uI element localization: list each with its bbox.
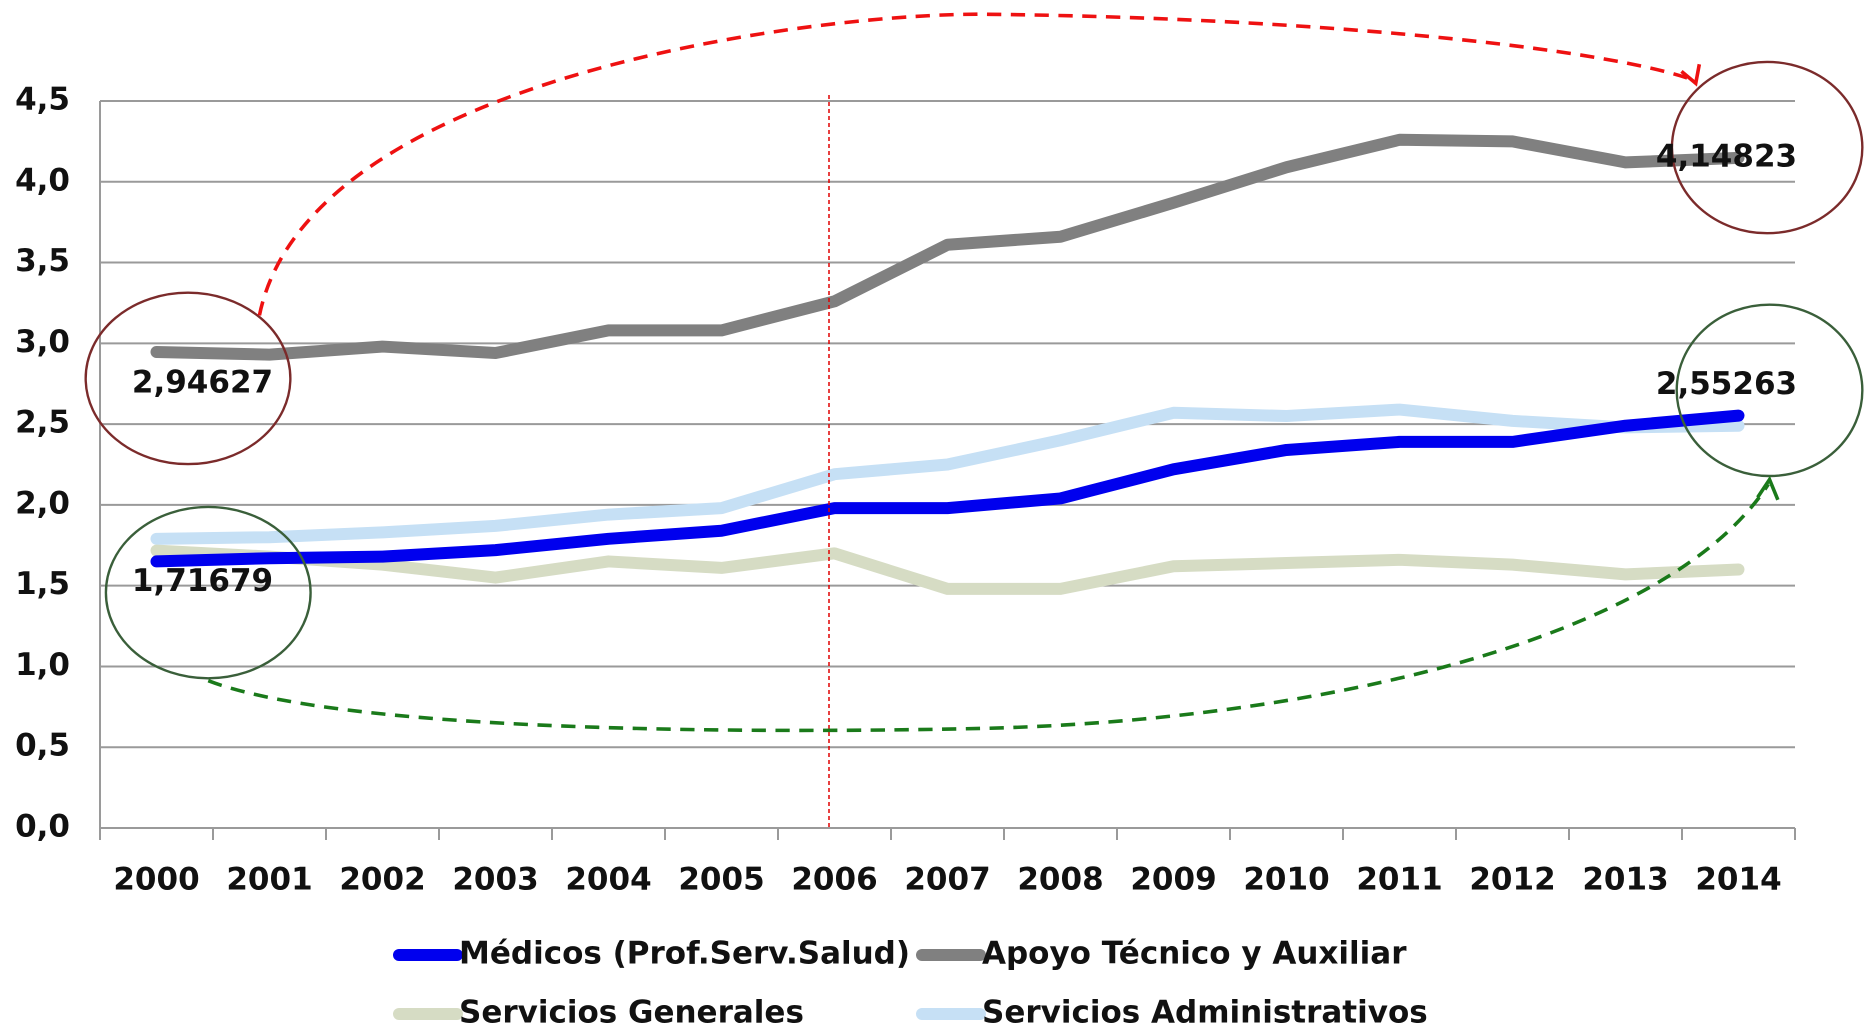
x-tick-label: 2009	[1130, 862, 1216, 898]
x-tick-label: 2011	[1356, 862, 1442, 898]
x-tick-label: 2012	[1469, 862, 1555, 898]
x-tick-label: 2007	[904, 862, 990, 898]
series-line	[150, 403, 1745, 545]
series-line	[150, 133, 1745, 361]
grid: 0,0 0,5 1,0 1,5 2,0 2,5 3,0 3,5 4,0 4,5 2000 2001 20…	[15, 82, 1796, 898]
highlight-ellipse	[1670, 60, 1864, 235]
y-tick-label: 2,0	[15, 485, 70, 521]
x-tick-label: 2010	[1243, 862, 1329, 898]
y-tick-label: 0,0	[15, 809, 70, 845]
legend-label: Médicos (Prof.Serv.Salud)	[459, 936, 910, 972]
x-tick-label: 2000	[113, 862, 199, 898]
series-line	[150, 544, 1745, 595]
labels: 1,71679 2,55263 2,94627 4,14823	[132, 138, 1797, 599]
data-label: 1,71679	[132, 563, 273, 599]
highlight-ellipse	[104, 505, 312, 680]
data-label: 2,55263	[1656, 366, 1797, 402]
arrow	[207, 483, 1770, 733]
x-tick-label: 2004	[565, 862, 651, 898]
y-tick-label: 3,0	[15, 324, 70, 360]
highlight-ellipse	[84, 291, 292, 466]
y-tick-label: 3,5	[15, 243, 70, 279]
x-tick-label: 2008	[1017, 862, 1103, 898]
y-tick-label: 1,0	[15, 647, 70, 683]
legend-label: Servicios Generales	[459, 995, 804, 1030]
x-tick-label: 2006	[791, 862, 877, 898]
x-tick-label: 2005	[678, 862, 764, 898]
annotations	[84, 12, 1864, 733]
lines	[150, 133, 1745, 595]
arrow	[257, 12, 1697, 316]
x-tick-label: 2001	[226, 862, 312, 898]
x-tick-label: 2013	[1582, 862, 1668, 898]
y-tick-label: 1,5	[15, 566, 70, 602]
data-label: 2,94627	[132, 365, 273, 401]
arrow-head	[1680, 63, 1702, 87]
y-tick-label: 0,5	[15, 728, 70, 764]
y-tick-label: 4,5	[15, 82, 70, 118]
arrow-head	[1756, 475, 1780, 501]
data-label: 4,14823	[1656, 138, 1797, 174]
y-tick-label: 2,5	[15, 405, 70, 441]
highlight-ellipse	[1675, 303, 1864, 478]
x-tick-label: 2014	[1695, 862, 1781, 898]
x-tick-label: 2002	[339, 862, 425, 898]
legend-label: Apoyo Técnico y Auxiliar	[982, 936, 1407, 972]
legend-label: Servicios Administrativos	[982, 995, 1428, 1030]
series-line	[150, 409, 1745, 568]
y-tick-label: 4,0	[15, 162, 70, 198]
x-tick-label: 2003	[452, 862, 538, 898]
